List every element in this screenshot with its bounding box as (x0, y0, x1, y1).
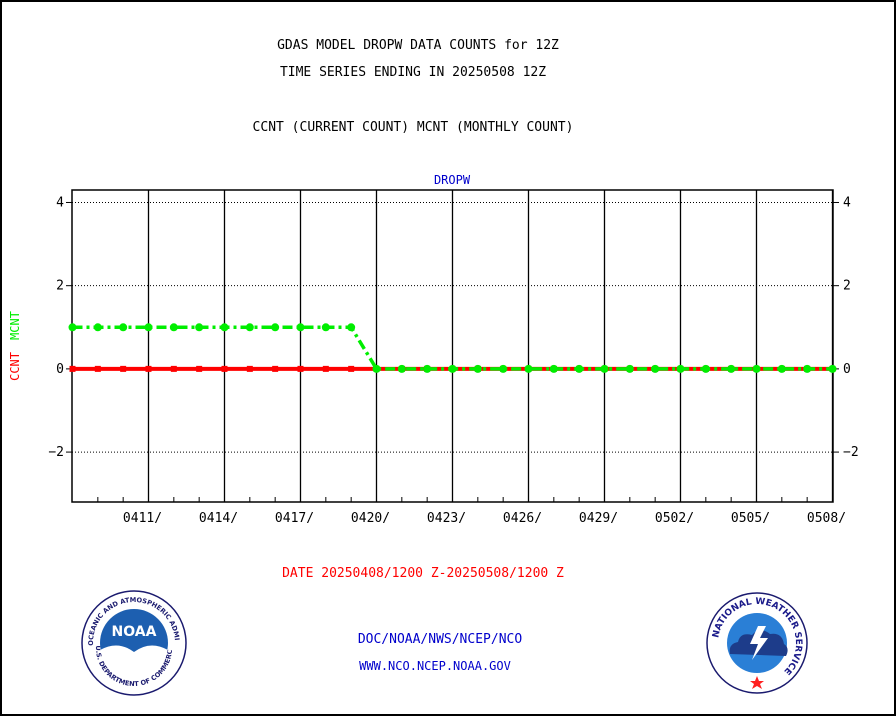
x-tick-label: 0414/ (199, 511, 238, 526)
data-point-mcnt (68, 323, 77, 332)
data-point-mcnt (777, 364, 786, 373)
data-point-ccnt (297, 365, 304, 372)
data-point-mcnt (752, 364, 761, 373)
x-tick-label: 0429/ (579, 511, 618, 526)
y-tick-label-right: −2 (843, 445, 859, 460)
data-point-mcnt (549, 364, 558, 373)
x-tick-label: 0502/ (655, 511, 694, 526)
y-tick-label-left: −2 (48, 445, 64, 460)
chart-subtitle: CCNT (CURRENT COUNT) MCNT (MONTHLY COUNT… (252, 120, 574, 135)
x-tick-label: 0411/ (123, 511, 162, 526)
y-axis-label: CCNT MCNT (8, 311, 22, 381)
data-point-mcnt (93, 323, 102, 332)
data-point-mcnt (296, 323, 305, 332)
data-point-mcnt (321, 323, 330, 332)
x-tick-label: 0426/ (503, 511, 542, 526)
data-point-mcnt (524, 364, 533, 373)
y-axis-label-mcnt: MCNT (8, 311, 22, 340)
chart-title-line2: TIME SERIES ENDING IN 20250508 12Z (279, 65, 547, 80)
credit-line-website: WWW.NCO.NCEP.NOAA.GOV (359, 659, 511, 673)
y-axis-label-ccnt: CCNT (8, 352, 22, 381)
credit-line-agency: DOC/NOAA/NWS/NCEP/NCO (357, 632, 523, 647)
y-tick-label-left: 4 (56, 195, 64, 210)
data-point-ccnt (145, 365, 152, 372)
data-point-ccnt (196, 365, 203, 372)
noaa-logo-label: NOAA (112, 624, 157, 640)
data-point-mcnt (651, 364, 660, 373)
nws-logo-icon: NATIONAL WEATHER SERVICE (706, 592, 808, 694)
data-point-mcnt (195, 323, 204, 332)
data-point-mcnt (119, 323, 128, 332)
x-tick-label: 0505/ (731, 511, 770, 526)
data-point-ccnt (69, 365, 76, 372)
data-point-ccnt (246, 365, 253, 372)
x-tick-label: 0420/ (351, 511, 390, 526)
data-point-mcnt (473, 364, 482, 373)
chart-title-line1: GDAS MODEL DROPW DATA COUNTS for 12Z (277, 38, 559, 53)
noaa-logo-icon: NATIONAL OCEANIC AND ATMOSPHERIC ADMINIS… (80, 590, 187, 696)
chart-title: DROPW (434, 173, 471, 187)
data-point-mcnt (499, 364, 508, 373)
data-point-ccnt (322, 365, 329, 372)
data-point-mcnt (448, 364, 457, 373)
data-point-mcnt (701, 364, 710, 373)
data-point-mcnt (625, 364, 634, 373)
y-tick-label-right: 4 (843, 195, 851, 210)
x-tick-label: 0508/ (807, 511, 846, 526)
data-point-mcnt (397, 364, 406, 373)
date-range-label: DATE 20250408/1200 Z-20250508/1200 Z (282, 566, 564, 581)
data-point-mcnt (144, 323, 153, 332)
data-point-mcnt (828, 364, 837, 373)
data-point-ccnt (221, 365, 228, 372)
data-point-mcnt (271, 323, 280, 332)
x-tick-label: 0417/ (275, 511, 314, 526)
data-point-mcnt (423, 364, 432, 373)
data-point-ccnt (170, 365, 177, 372)
data-point-mcnt (803, 364, 812, 373)
data-point-ccnt (120, 365, 127, 372)
y-tick-label-right: 2 (843, 279, 851, 294)
data-point-mcnt (169, 323, 178, 332)
data-point-mcnt (600, 364, 609, 373)
y-tick-label-left: 0 (56, 362, 64, 377)
data-point-mcnt (575, 364, 584, 373)
data-point-mcnt (676, 364, 685, 373)
data-point-mcnt (727, 364, 736, 373)
data-point-ccnt (272, 365, 279, 372)
data-point-mcnt (372, 364, 381, 373)
data-point-mcnt (245, 323, 254, 332)
data-point-ccnt (94, 365, 101, 372)
y-tick-label-left: 2 (56, 279, 64, 294)
y-tick-label-right: 0 (843, 362, 851, 377)
data-point-mcnt (347, 323, 356, 332)
data-point-ccnt (348, 365, 355, 372)
x-tick-label: 0423/ (427, 511, 466, 526)
data-point-mcnt (220, 323, 229, 332)
